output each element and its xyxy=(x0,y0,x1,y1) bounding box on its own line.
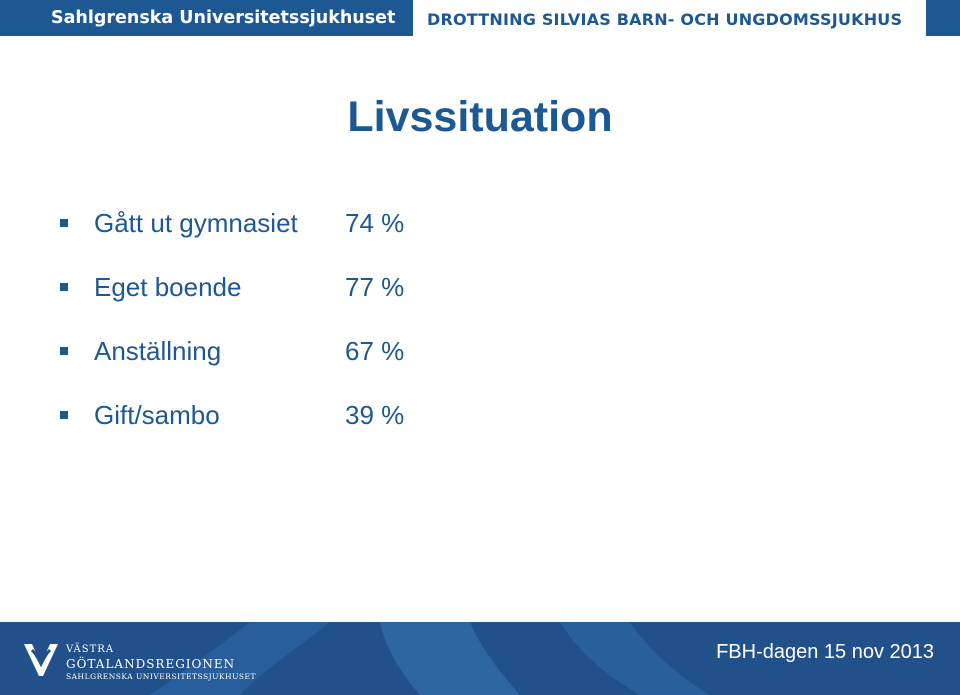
logo-text-line1: VÄSTRA xyxy=(66,644,115,655)
bullet-list: Gått ut gymnasiet 74 % Eget boende 77 % … xyxy=(0,203,960,435)
header-bar: Sahlgrenska Universitetssjukhuset DROTTN… xyxy=(0,0,960,36)
square-bullet-icon xyxy=(60,347,68,355)
square-bullet-icon xyxy=(60,283,68,291)
item-label: Gått ut gymnasiet xyxy=(94,208,298,238)
item-value: 39 % xyxy=(345,400,405,430)
event-date-text: FBH-dagen 15 nov 2013 xyxy=(716,641,934,663)
list-item: Gått ut gymnasiet 74 % xyxy=(0,203,960,243)
item-label: Anställning xyxy=(94,336,222,366)
item-label: Eget boende xyxy=(94,272,242,302)
square-bullet-icon xyxy=(60,219,68,227)
item-value: 74 % xyxy=(345,208,405,238)
item-label: Gift/sambo xyxy=(94,400,220,430)
slide-title: Livssituation xyxy=(347,93,613,141)
footer-wave-decoration xyxy=(150,622,710,695)
footer-bar: VÄSTRA GÖTALANDSREGIONEN SAHLGRENSKA UNI… xyxy=(0,622,960,695)
square-bullet-icon xyxy=(60,411,68,419)
logo-text-line3: SAHLGRENSKA UNIVERSITETSSJUKHUSET xyxy=(66,672,257,681)
vgr-logo: VÄSTRA GÖTALANDSREGIONEN SAHLGRENSKA UNI… xyxy=(22,640,256,690)
list-item: Eget boende 77 % xyxy=(0,267,960,307)
hospital-name: Sahlgrenska Universitetssjukhuset xyxy=(0,0,413,36)
list-item: Anställning 67 % xyxy=(0,331,960,371)
item-value: 77 % xyxy=(345,272,405,302)
vgr-logo-mark-icon xyxy=(24,644,58,676)
item-value: 67 % xyxy=(345,336,405,366)
logo-text-line2: GÖTALANDSREGIONEN xyxy=(66,657,236,671)
header-corner-block xyxy=(926,0,960,36)
list-item: Gift/sambo 39 % xyxy=(0,395,960,435)
childrens-hospital-name: DROTTNING SILVIAS BARN- OCH UNGDOMSSJUKH… xyxy=(427,10,903,29)
